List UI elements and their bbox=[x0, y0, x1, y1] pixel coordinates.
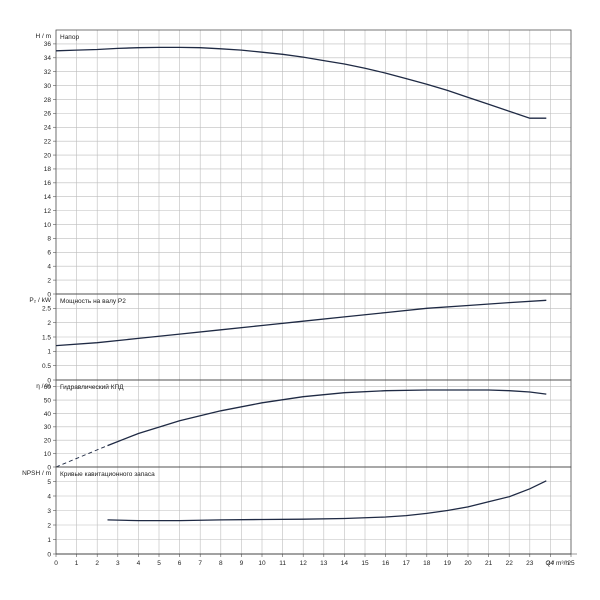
npsh-y-tick-label: 2 bbox=[47, 522, 51, 529]
x-tick-label: 9 bbox=[240, 560, 244, 567]
head-y-tick-label: 24 bbox=[44, 125, 52, 132]
head-y-tick-label: 12 bbox=[44, 208, 52, 215]
npsh-y-tick-label: 1 bbox=[47, 537, 51, 544]
efficiency-y-tick-label: 30 bbox=[44, 424, 52, 431]
npsh-curve bbox=[107, 480, 547, 522]
x-tick-label: 8 bbox=[219, 560, 223, 567]
efficiency-y-tick-label: 0 bbox=[47, 464, 51, 471]
head-y-tick-label: 6 bbox=[47, 250, 51, 257]
head-y-tick-label: 36 bbox=[44, 41, 52, 48]
npsh-y-tick-label: 5 bbox=[47, 479, 51, 486]
head-y-tick-label: 0 bbox=[47, 291, 51, 298]
efficiency-panel-frame bbox=[55, 379, 572, 468]
x-tick-label: 22 bbox=[506, 560, 514, 567]
power-y-tick-label: 1.5 bbox=[42, 334, 51, 341]
x-tick-label: 13 bbox=[320, 560, 328, 567]
x-tick-label: 5 bbox=[157, 560, 161, 567]
head-y-tick-label: 10 bbox=[44, 222, 52, 229]
efficiency-y-tick-label: 10 bbox=[44, 451, 52, 458]
npsh-panel-title: Кривые кавитационного запаса bbox=[60, 471, 155, 478]
power-y-tick-label: 2.5 bbox=[42, 306, 51, 313]
x-tick-label: 25 bbox=[567, 560, 575, 567]
npsh-y-tick-label: 4 bbox=[47, 493, 51, 500]
head-y-tick-label: 22 bbox=[44, 138, 52, 145]
x-tick-label: 23 bbox=[526, 560, 534, 567]
head-y-tick-label: 8 bbox=[47, 236, 51, 243]
x-tick-label: 6 bbox=[178, 560, 182, 567]
head-y-tick-label: 32 bbox=[44, 69, 52, 76]
x-tick-label: 15 bbox=[361, 560, 369, 567]
x-tick-label: 1 bbox=[75, 560, 79, 567]
power-y-tick-label: 0.5 bbox=[42, 363, 51, 370]
x-tick-label: 18 bbox=[423, 560, 431, 567]
head-y-tick-label: 28 bbox=[44, 97, 52, 104]
head-y-tick-label: 14 bbox=[44, 194, 52, 201]
x-tick-label: 24 bbox=[547, 560, 555, 567]
x-axis-label: Q / m³/h bbox=[546, 560, 570, 567]
x-tick-label: 16 bbox=[382, 560, 390, 567]
x-tick-label: 4 bbox=[137, 560, 141, 567]
head-y-tick-label: 2 bbox=[47, 277, 51, 284]
efficiency-panel-title: Гидравлический КПД bbox=[60, 383, 124, 391]
x-tick-label: 14 bbox=[341, 560, 349, 567]
head-y-tick-label: 18 bbox=[44, 166, 52, 173]
efficiency-y-tick-label: 60 bbox=[44, 384, 52, 391]
x-tick-label: 20 bbox=[464, 560, 472, 567]
efficiency-dashed-extension bbox=[55, 445, 108, 468]
power-y-tick-label: 2 bbox=[47, 320, 51, 327]
head-y-tick-label: 4 bbox=[47, 264, 51, 271]
head-curve bbox=[55, 46, 547, 119]
npsh-y-axis-label: NPSH / m bbox=[22, 470, 51, 477]
power-y-axis-label: P₂ / kW bbox=[29, 297, 52, 304]
head-panel-title: Напор bbox=[60, 34, 79, 41]
efficiency-y-tick-label: 20 bbox=[44, 438, 52, 445]
efficiency-curve bbox=[107, 389, 547, 447]
power-panel-title: Мощность на валу P2 bbox=[60, 298, 126, 305]
head-panel-frame bbox=[55, 29, 572, 295]
efficiency-y-tick-label: 40 bbox=[44, 411, 52, 418]
power-y-tick-label: 0 bbox=[47, 377, 51, 384]
x-tick-label: 11 bbox=[279, 560, 286, 567]
x-tick-label: 10 bbox=[258, 560, 266, 567]
npsh-y-tick-label: 3 bbox=[47, 508, 51, 515]
head-y-tick-label: 20 bbox=[44, 152, 52, 159]
head-y-tick-label: 16 bbox=[44, 180, 52, 187]
efficiency-y-axis-label: η / % bbox=[36, 383, 51, 390]
x-tick-label: 7 bbox=[198, 560, 202, 567]
x-tick-label: 21 bbox=[485, 560, 493, 567]
x-tick-label: 17 bbox=[403, 560, 411, 567]
power-y-tick-label: 1 bbox=[47, 349, 51, 356]
x-tick-label: 19 bbox=[444, 560, 452, 567]
head-y-tick-label: 26 bbox=[44, 111, 52, 118]
x-tick-label: 0 bbox=[54, 560, 58, 567]
npsh-y-tick-label: 0 bbox=[47, 551, 51, 558]
efficiency-y-tick-label: 50 bbox=[44, 397, 52, 404]
head-y-axis-label: H / m bbox=[35, 33, 51, 40]
x-tick-label: 12 bbox=[300, 560, 308, 567]
power-curve bbox=[55, 299, 547, 347]
head-y-tick-label: 34 bbox=[44, 55, 52, 62]
x-tick-label: 2 bbox=[95, 560, 99, 567]
x-tick-label: 3 bbox=[116, 560, 120, 567]
head-y-tick-label: 30 bbox=[44, 83, 52, 90]
